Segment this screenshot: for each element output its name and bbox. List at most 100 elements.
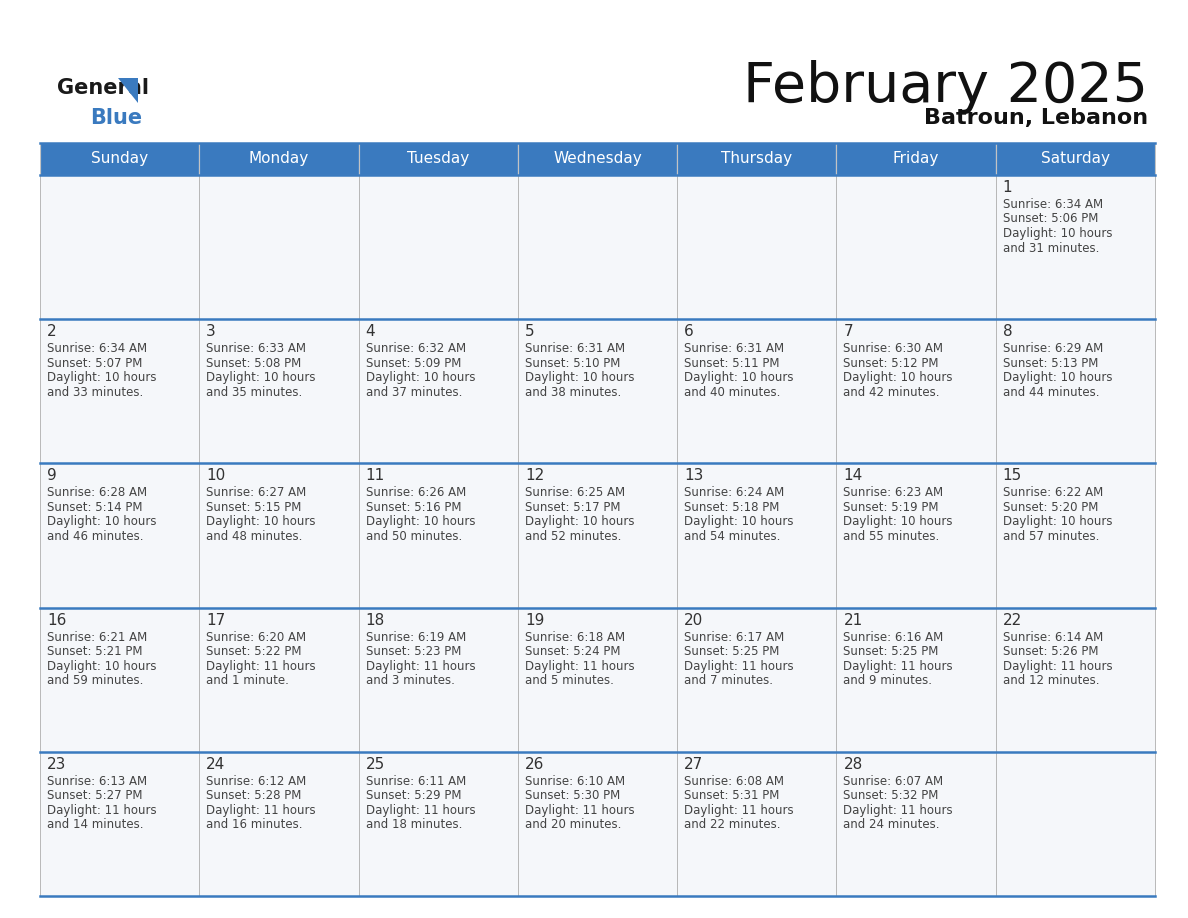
Text: and 24 minutes.: and 24 minutes.	[843, 818, 940, 832]
Text: Sunrise: 6:18 AM: Sunrise: 6:18 AM	[525, 631, 625, 644]
Text: 19: 19	[525, 612, 544, 628]
Text: February 2025: February 2025	[742, 60, 1148, 114]
Text: and 14 minutes.: and 14 minutes.	[48, 818, 144, 832]
FancyBboxPatch shape	[996, 143, 1155, 175]
Text: 27: 27	[684, 756, 703, 772]
Text: Sunset: 5:11 PM: Sunset: 5:11 PM	[684, 357, 779, 370]
Text: 13: 13	[684, 468, 703, 484]
Text: and 3 minutes.: and 3 minutes.	[366, 674, 455, 687]
Text: Sunset: 5:31 PM: Sunset: 5:31 PM	[684, 789, 779, 802]
FancyBboxPatch shape	[518, 175, 677, 319]
FancyBboxPatch shape	[677, 319, 836, 464]
Text: and 35 minutes.: and 35 minutes.	[207, 386, 303, 398]
Text: 3: 3	[207, 324, 216, 339]
Text: Friday: Friday	[893, 151, 940, 166]
FancyBboxPatch shape	[677, 608, 836, 752]
FancyBboxPatch shape	[200, 464, 359, 608]
Text: Wednesday: Wednesday	[554, 151, 642, 166]
Text: Sunrise: 6:19 AM: Sunrise: 6:19 AM	[366, 631, 466, 644]
Text: Sunday: Sunday	[91, 151, 148, 166]
Text: 12: 12	[525, 468, 544, 484]
Text: Sunrise: 6:31 AM: Sunrise: 6:31 AM	[525, 342, 625, 355]
Text: 20: 20	[684, 612, 703, 628]
FancyBboxPatch shape	[836, 464, 996, 608]
Text: Daylight: 11 hours: Daylight: 11 hours	[207, 660, 316, 673]
FancyBboxPatch shape	[677, 464, 836, 608]
FancyBboxPatch shape	[200, 143, 359, 175]
Text: 24: 24	[207, 756, 226, 772]
FancyBboxPatch shape	[996, 608, 1155, 752]
Text: Sunset: 5:09 PM: Sunset: 5:09 PM	[366, 357, 461, 370]
Text: Sunrise: 6:26 AM: Sunrise: 6:26 AM	[366, 487, 466, 499]
Text: and 48 minutes.: and 48 minutes.	[207, 530, 303, 543]
FancyBboxPatch shape	[518, 752, 677, 896]
Text: Sunset: 5:12 PM: Sunset: 5:12 PM	[843, 357, 939, 370]
Text: Daylight: 11 hours: Daylight: 11 hours	[1003, 660, 1112, 673]
Text: Daylight: 11 hours: Daylight: 11 hours	[843, 804, 953, 817]
Text: Sunrise: 6:27 AM: Sunrise: 6:27 AM	[207, 487, 307, 499]
Text: Sunrise: 6:16 AM: Sunrise: 6:16 AM	[843, 631, 943, 644]
Text: and 1 minute.: and 1 minute.	[207, 674, 289, 687]
Text: Sunrise: 6:22 AM: Sunrise: 6:22 AM	[1003, 487, 1102, 499]
FancyBboxPatch shape	[996, 175, 1155, 319]
Text: Sunrise: 6:28 AM: Sunrise: 6:28 AM	[48, 487, 147, 499]
Text: and 46 minutes.: and 46 minutes.	[48, 530, 144, 543]
Text: Sunrise: 6:14 AM: Sunrise: 6:14 AM	[1003, 631, 1102, 644]
Text: Daylight: 11 hours: Daylight: 11 hours	[48, 804, 157, 817]
Text: 15: 15	[1003, 468, 1022, 484]
Text: Sunrise: 6:07 AM: Sunrise: 6:07 AM	[843, 775, 943, 788]
Text: 22: 22	[1003, 612, 1022, 628]
Text: 6: 6	[684, 324, 694, 339]
Text: Daylight: 10 hours: Daylight: 10 hours	[1003, 227, 1112, 240]
Text: Daylight: 10 hours: Daylight: 10 hours	[366, 515, 475, 529]
FancyBboxPatch shape	[836, 608, 996, 752]
Text: Sunset: 5:22 PM: Sunset: 5:22 PM	[207, 645, 302, 658]
FancyBboxPatch shape	[40, 175, 200, 319]
FancyBboxPatch shape	[200, 752, 359, 896]
Text: 4: 4	[366, 324, 375, 339]
Text: Daylight: 11 hours: Daylight: 11 hours	[525, 804, 634, 817]
Text: Sunset: 5:20 PM: Sunset: 5:20 PM	[1003, 501, 1098, 514]
Text: Sunrise: 6:12 AM: Sunrise: 6:12 AM	[207, 775, 307, 788]
FancyBboxPatch shape	[200, 175, 359, 319]
Text: Daylight: 11 hours: Daylight: 11 hours	[366, 804, 475, 817]
FancyBboxPatch shape	[518, 319, 677, 464]
Text: and 7 minutes.: and 7 minutes.	[684, 674, 773, 687]
Text: Thursday: Thursday	[721, 151, 792, 166]
FancyBboxPatch shape	[359, 464, 518, 608]
FancyBboxPatch shape	[996, 319, 1155, 464]
Text: Daylight: 11 hours: Daylight: 11 hours	[684, 660, 794, 673]
FancyBboxPatch shape	[359, 752, 518, 896]
Text: Sunrise: 6:32 AM: Sunrise: 6:32 AM	[366, 342, 466, 355]
Text: and 5 minutes.: and 5 minutes.	[525, 674, 614, 687]
FancyBboxPatch shape	[359, 319, 518, 464]
Text: 16: 16	[48, 612, 67, 628]
Text: and 59 minutes.: and 59 minutes.	[48, 674, 144, 687]
FancyBboxPatch shape	[836, 175, 996, 319]
Text: Sunrise: 6:34 AM: Sunrise: 6:34 AM	[1003, 198, 1102, 211]
Text: and 37 minutes.: and 37 minutes.	[366, 386, 462, 398]
FancyBboxPatch shape	[836, 752, 996, 896]
Text: Sunset: 5:27 PM: Sunset: 5:27 PM	[48, 789, 143, 802]
Text: Sunset: 5:06 PM: Sunset: 5:06 PM	[1003, 212, 1098, 226]
Text: Sunrise: 6:17 AM: Sunrise: 6:17 AM	[684, 631, 784, 644]
Text: Sunrise: 6:10 AM: Sunrise: 6:10 AM	[525, 775, 625, 788]
Text: Sunset: 5:26 PM: Sunset: 5:26 PM	[1003, 645, 1098, 658]
FancyBboxPatch shape	[836, 319, 996, 464]
Text: Saturday: Saturday	[1041, 151, 1110, 166]
Text: 11: 11	[366, 468, 385, 484]
Text: and 22 minutes.: and 22 minutes.	[684, 818, 781, 832]
Text: 18: 18	[366, 612, 385, 628]
Text: Sunset: 5:21 PM: Sunset: 5:21 PM	[48, 645, 143, 658]
Polygon shape	[118, 78, 138, 103]
Text: Daylight: 10 hours: Daylight: 10 hours	[684, 371, 794, 385]
Text: and 31 minutes.: and 31 minutes.	[1003, 241, 1099, 254]
FancyBboxPatch shape	[677, 143, 836, 175]
Text: Monday: Monday	[248, 151, 309, 166]
FancyBboxPatch shape	[40, 143, 200, 175]
Text: Sunset: 5:10 PM: Sunset: 5:10 PM	[525, 357, 620, 370]
Text: Sunrise: 6:34 AM: Sunrise: 6:34 AM	[48, 342, 147, 355]
Text: Daylight: 10 hours: Daylight: 10 hours	[366, 371, 475, 385]
Text: and 42 minutes.: and 42 minutes.	[843, 386, 940, 398]
Text: Sunrise: 6:08 AM: Sunrise: 6:08 AM	[684, 775, 784, 788]
